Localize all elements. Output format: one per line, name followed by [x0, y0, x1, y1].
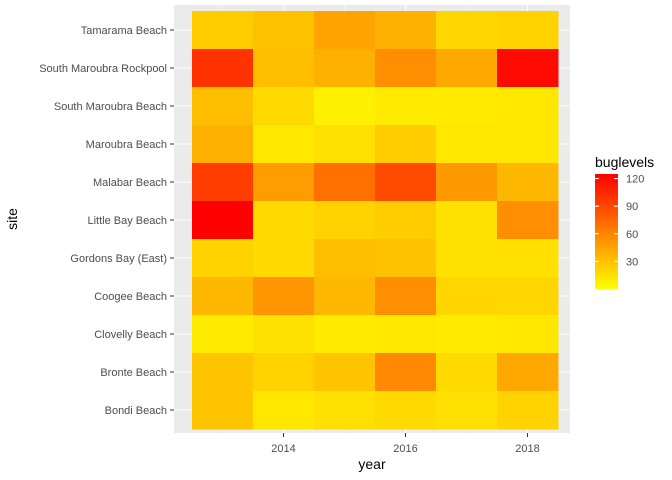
y-tick-label: Clovelly Beach — [94, 329, 167, 341]
y-tick-label: South Maroubra Rockpool — [39, 63, 167, 75]
heatmap-cell — [314, 239, 376, 278]
heatmap-cell — [314, 87, 376, 126]
legend-tick-label: 90 — [626, 201, 638, 213]
x-axis-title: year — [358, 456, 386, 472]
heatmap-cell — [436, 391, 498, 430]
heatmap-cell — [192, 353, 254, 392]
heatmap-cell — [497, 201, 559, 240]
heatmap-cell — [375, 49, 437, 88]
heatmap-cell — [192, 49, 254, 88]
legend-tick-label: 120 — [626, 174, 644, 186]
heatmap-cell — [497, 11, 559, 50]
heatmap-cell — [375, 11, 437, 50]
heatmap-cell — [253, 87, 315, 126]
legend-tick-label: 30 — [626, 256, 638, 268]
heatmap-cell — [253, 201, 315, 240]
heatmap-cells — [192, 11, 559, 430]
heatmap-cell — [375, 391, 437, 430]
y-tick-label: Tamarama Beach — [81, 25, 167, 37]
heatmap-cell — [253, 49, 315, 88]
heatmap-cell — [497, 391, 559, 430]
heatmap-cell — [192, 125, 254, 164]
heatmap-cell — [192, 87, 254, 126]
y-tick-label: Bronte Beach — [100, 367, 167, 379]
heatmap-cell — [497, 49, 559, 88]
heatmap-cell — [192, 11, 254, 50]
heatmap-cell — [375, 125, 437, 164]
heatmap-cell — [314, 353, 376, 392]
y-tick-label: Coogee Beach — [94, 291, 167, 303]
heatmap-cell — [436, 239, 498, 278]
heatmap-cell — [192, 239, 254, 278]
heatmap-cell — [314, 315, 376, 354]
color-legend: buglevels 120 90 60 30 — [595, 154, 654, 289]
heatmap-cell — [375, 353, 437, 392]
y-tick-label: Bondi Beach — [105, 405, 167, 417]
x-tick-labels: 2014 2016 2018 — [271, 433, 540, 455]
heatmap-cell — [192, 201, 254, 240]
legend-colorbar — [595, 174, 618, 289]
heatmap-cell — [314, 163, 376, 202]
heatmap-cell — [375, 87, 437, 126]
heatmap-cell — [436, 277, 498, 316]
heatmap-cell — [253, 277, 315, 316]
heatmap-cell — [497, 353, 559, 392]
y-tick-labels: Tamarama Beach South Maroubra Rockpool Sou… — [39, 25, 174, 417]
heatmap-cell — [436, 353, 498, 392]
y-tick-label: Gordons Bay (East) — [70, 253, 167, 265]
heatmap-cell — [497, 163, 559, 202]
legend-tick-label: 60 — [626, 229, 638, 241]
heatmap-cell — [375, 239, 437, 278]
x-tick-label: 2018 — [515, 443, 539, 455]
heatmap-cell — [253, 353, 315, 392]
heatmap-cell — [192, 315, 254, 354]
y-axis-title: site — [4, 208, 20, 230]
heatmap-cell — [253, 125, 315, 164]
heatmap-cell — [436, 201, 498, 240]
heatmap-cell — [253, 315, 315, 354]
heatmap-cell — [314, 391, 376, 430]
heatmap-cell — [375, 277, 437, 316]
heatmap-cell — [436, 163, 498, 202]
heatmap-cell — [192, 391, 254, 430]
heatmap-cell — [497, 87, 559, 126]
x-tick-label: 2016 — [393, 443, 417, 455]
y-tick-label: Malabar Beach — [93, 177, 167, 189]
heatmap-cell — [497, 277, 559, 316]
heatmap-cell — [253, 239, 315, 278]
heatmap-cell — [497, 239, 559, 278]
y-tick-label: South Maroubra Beach — [54, 101, 167, 113]
y-tick-label: Maroubra Beach — [86, 139, 167, 151]
heatmap-cell — [314, 201, 376, 240]
heatmap-cell — [436, 49, 498, 88]
legend-title: buglevels — [595, 154, 654, 170]
heatmap-cell — [314, 49, 376, 88]
y-tick-label: Little Bay Beach — [88, 215, 168, 227]
heatmap-cell — [436, 87, 498, 126]
heatmap-cell — [497, 125, 559, 164]
heatmap-cell — [497, 315, 559, 354]
heatmap-cell — [253, 163, 315, 202]
heatmap-cell — [253, 391, 315, 430]
heatmap-cell — [375, 315, 437, 354]
heatmap-cell — [375, 201, 437, 240]
heatmap-cell — [314, 11, 376, 50]
heatmap-cell — [436, 315, 498, 354]
heatmap-cell — [253, 11, 315, 50]
x-tick-label: 2014 — [271, 443, 295, 455]
heatmap-cell — [375, 163, 437, 202]
heatmap-cell — [192, 163, 254, 202]
heatmap-cell — [314, 277, 376, 316]
heatmap-cell — [436, 125, 498, 164]
heatmap-cell — [314, 125, 376, 164]
heatmap-cell — [436, 11, 498, 50]
heatmap-cell — [192, 277, 254, 316]
